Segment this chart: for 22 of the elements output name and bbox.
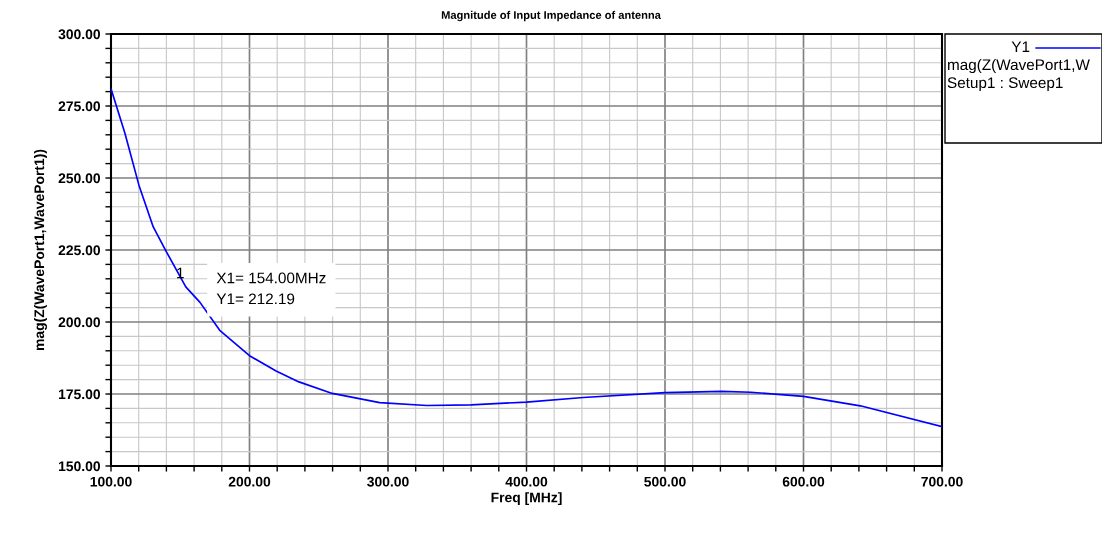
x-tick-label: 700.00	[921, 476, 963, 487]
x-tick-label: 500.00	[644, 476, 686, 487]
x-tick-label: 200.00	[228, 476, 271, 487]
y-tick-label: 225.00	[58, 245, 101, 256]
y-tick-label: 175.00	[58, 389, 101, 400]
x-tick-label: 600.00	[782, 476, 825, 487]
legend-label: Y1	[1011, 41, 1030, 52]
y-tick-label: 200.00	[58, 317, 101, 328]
y-tick-label: 300.00	[58, 29, 101, 40]
y-tick-label: 250.00	[58, 173, 101, 184]
y-tick-label: 275.00	[58, 101, 101, 112]
annotation: X1= 154.00MHz Y1= 212.19	[216, 272, 326, 305]
y-axis-title: mag(Z(WavePort1,WavePort1))	[33, 149, 47, 351]
text: mag(Z(WavePort1,W	[948, 58, 1090, 74]
x-axis-title: Freq [MHz]	[491, 492, 562, 506]
chart-title: Magnitude of Input Impedance of antenna	[441, 10, 661, 22]
y-tick-label: 150.00	[58, 461, 101, 472]
text: Setup1 : Sweep1	[947, 77, 1063, 92]
x-tick-label: 300.00	[367, 476, 409, 487]
x-tick-label: 100.00	[90, 476, 132, 487]
x-tick-label: 400.00	[505, 476, 548, 487]
line-series	[111, 87, 942, 428]
